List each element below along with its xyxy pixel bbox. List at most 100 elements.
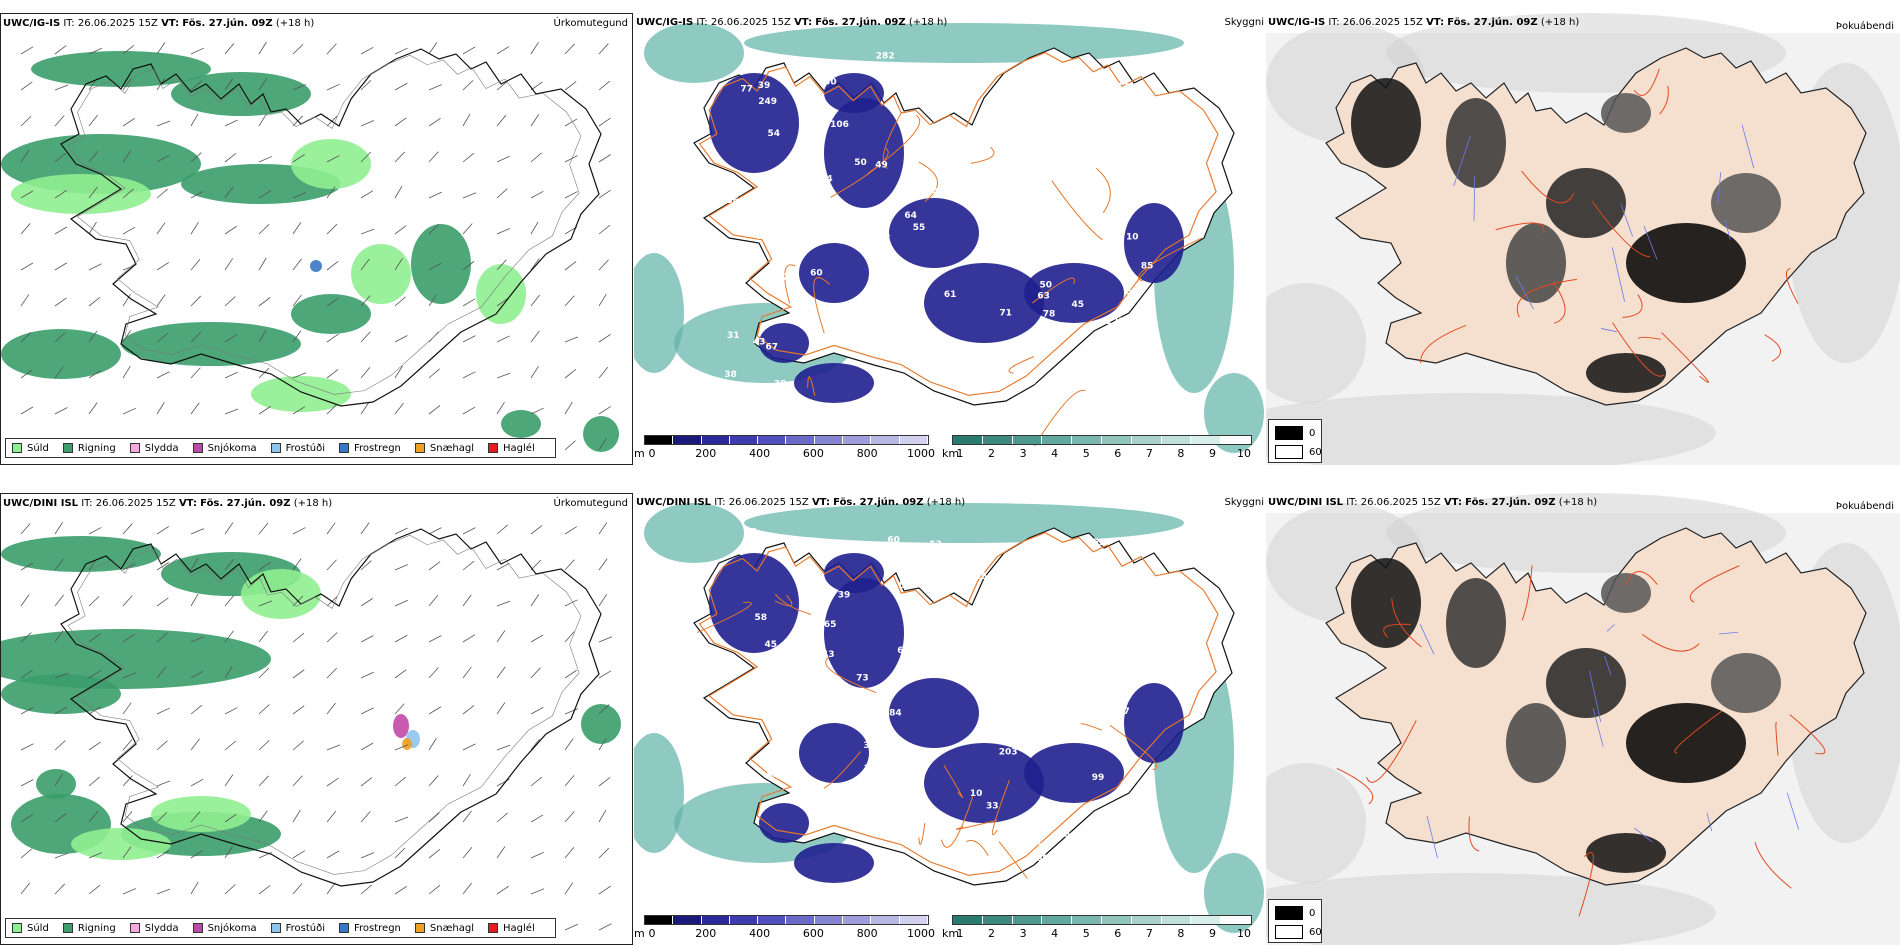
wind-barb: [224, 707, 238, 715]
wind-barb: [462, 666, 472, 679]
low-cloud-area: [799, 723, 869, 783]
low-cloud-area: [824, 578, 904, 688]
cloud-base-label: 73: [1047, 165, 1060, 175]
fog-dark: [1351, 558, 1781, 873]
wind-barb: [530, 559, 542, 571]
wind-barb: [428, 635, 442, 643]
low-visibility-area: [644, 23, 744, 83]
fog-index-area: [1446, 578, 1506, 668]
colorbar-tick-label: 6: [1114, 927, 1122, 940]
wind-barb: [20, 706, 34, 715]
panel-header: UWC/DINI ISL IT: 26.06.2025 15Z VT: Fös.…: [636, 497, 966, 508]
wind-barb: [462, 846, 473, 859]
road: [1051, 180, 1103, 241]
wind-barb: [462, 743, 476, 751]
colorbar-tick-label: 600: [802, 927, 824, 940]
road: [966, 839, 989, 857]
wind-barb: [224, 408, 239, 415]
wind-barb: [88, 47, 102, 55]
wind-barb: [190, 402, 200, 415]
fog-index-area: [1711, 653, 1781, 713]
wind-barb: [88, 186, 98, 199]
cloud-base-label: 62: [897, 646, 910, 656]
colorbar-segment: [843, 916, 872, 924]
cloud-base-label: 38: [724, 370, 737, 380]
wind-barb: [122, 150, 132, 163]
wind-barb: [598, 224, 611, 235]
wind-barb: [190, 811, 201, 823]
rivers: [1419, 624, 1800, 859]
wind-barb: [20, 523, 31, 535]
wind-barb: [462, 152, 475, 163]
wind-barb: [190, 113, 199, 127]
wind-barb: [530, 594, 540, 607]
colorbar-unit: km: [942, 447, 960, 460]
precip-legend: Súld Rigning Slydda Snjókoma Frostúði Frostre…: [5, 918, 556, 938]
precip-legend-swatch: [270, 443, 281, 453]
cloud-base-label: 34: [1092, 591, 1105, 601]
wind-barb: [258, 885, 271, 895]
wind-barb: [564, 669, 577, 679]
wind-barb: [326, 559, 337, 571]
wind-barb: [496, 114, 507, 127]
river: [1620, 203, 1633, 237]
wind-barb: [360, 560, 372, 571]
cloud-base-label: 78: [1043, 310, 1056, 320]
colorbar-tick-label: 1000: [907, 447, 935, 460]
fog-panel-bottom: UWC/DINI ISL IT: 26.06.2025 15Z VT: Fös.…: [1266, 493, 1900, 945]
colorbar-tick-label: 7: [1145, 447, 1153, 460]
wind-barb: [360, 228, 375, 235]
wind-barb: [190, 636, 205, 643]
colorbar-tick-label: 0: [648, 447, 656, 460]
wind-barb: [224, 258, 234, 271]
sea-fog-area: [1266, 763, 1366, 883]
wind-barb: [564, 708, 579, 715]
wind-barb: [156, 562, 170, 571]
cloud-base-label: 51: [861, 711, 874, 721]
wind-barb: [156, 262, 169, 271]
river: [1611, 247, 1626, 302]
wind-barb: [394, 847, 406, 859]
low-cloud-area: [794, 363, 874, 403]
cloud-base-colorbar: m 0 200 400 600 800 1000: [634, 435, 939, 465]
low-visibility-area: [644, 503, 744, 563]
wind-barb: [122, 633, 135, 643]
wind-barb: [564, 440, 576, 451]
wind-barb: [564, 118, 578, 127]
colorbar-tick-label: 800: [856, 927, 878, 940]
rain-area: [1, 329, 121, 379]
wind-barb: [428, 223, 440, 235]
wind-barb: [326, 261, 339, 271]
wind-barb: [88, 776, 100, 787]
wind-barb: [530, 366, 539, 379]
wind-barb: [598, 406, 611, 415]
wind-barb: [156, 332, 169, 343]
wind-barb: [530, 634, 544, 643]
precip-legend-label: Frostúði: [285, 922, 325, 934]
colorbar-segment: [953, 916, 983, 924]
wind-barb: [496, 401, 505, 415]
wind-barb: [20, 814, 34, 823]
wind-barb: [292, 883, 303, 895]
wind-barb: [564, 738, 574, 751]
wind-barb: [54, 407, 68, 415]
wind-barb: [428, 848, 441, 859]
cloud-base-labels: 5452556462736178635771804467565045801065…: [724, 51, 1153, 391]
low-cloud-area: [709, 553, 799, 653]
fog-index-area: [1601, 93, 1651, 133]
low-visibility-area: [1204, 373, 1264, 453]
wind-barb: [598, 80, 611, 91]
wind-barb: [20, 262, 34, 271]
wind-barb: [20, 46, 34, 55]
wind-barb: [598, 293, 607, 307]
colorbar-ticks: 0 200 400 600 800 1000: [634, 447, 939, 461]
precip-legend-swatch: [12, 443, 22, 453]
fog-legend-label-0: 0: [1309, 907, 1316, 919]
low-cloud-area: [824, 553, 884, 593]
wind-barb: [292, 809, 301, 823]
wind-barb: [292, 406, 306, 415]
wind-barb: [224, 225, 237, 235]
wind-barb: [496, 666, 506, 679]
precip-legend: Súld Rigning Slydda Snjókoma Frostúði Frostre…: [5, 438, 556, 458]
wind-barb: [394, 225, 407, 235]
